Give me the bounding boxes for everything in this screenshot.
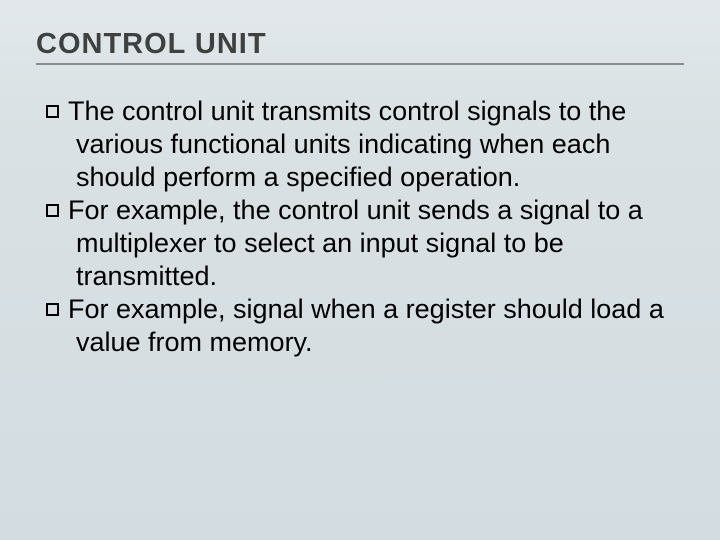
bullet-item: For example, signal when a register shou… [46, 293, 676, 359]
slide: CONTROL UNIT The control unit transmits … [0, 0, 720, 540]
square-bullet-icon [46, 204, 59, 217]
title-underline [36, 63, 684, 65]
title-block: CONTROL UNIT [36, 28, 684, 65]
slide-body: The control unit transmits control signa… [36, 71, 684, 359]
bullet-text: For example, the control unit sends a si… [68, 195, 643, 291]
square-bullet-icon [46, 105, 59, 118]
bullet-item: The control unit transmits control signa… [46, 95, 676, 194]
bullet-text: The control unit transmits control signa… [68, 96, 626, 192]
slide-title: CONTROL UNIT [36, 28, 684, 61]
bullet-item: For example, the control unit sends a si… [46, 194, 676, 293]
square-bullet-icon [46, 303, 59, 316]
bullet-text: For example, signal when a register shou… [68, 294, 664, 357]
